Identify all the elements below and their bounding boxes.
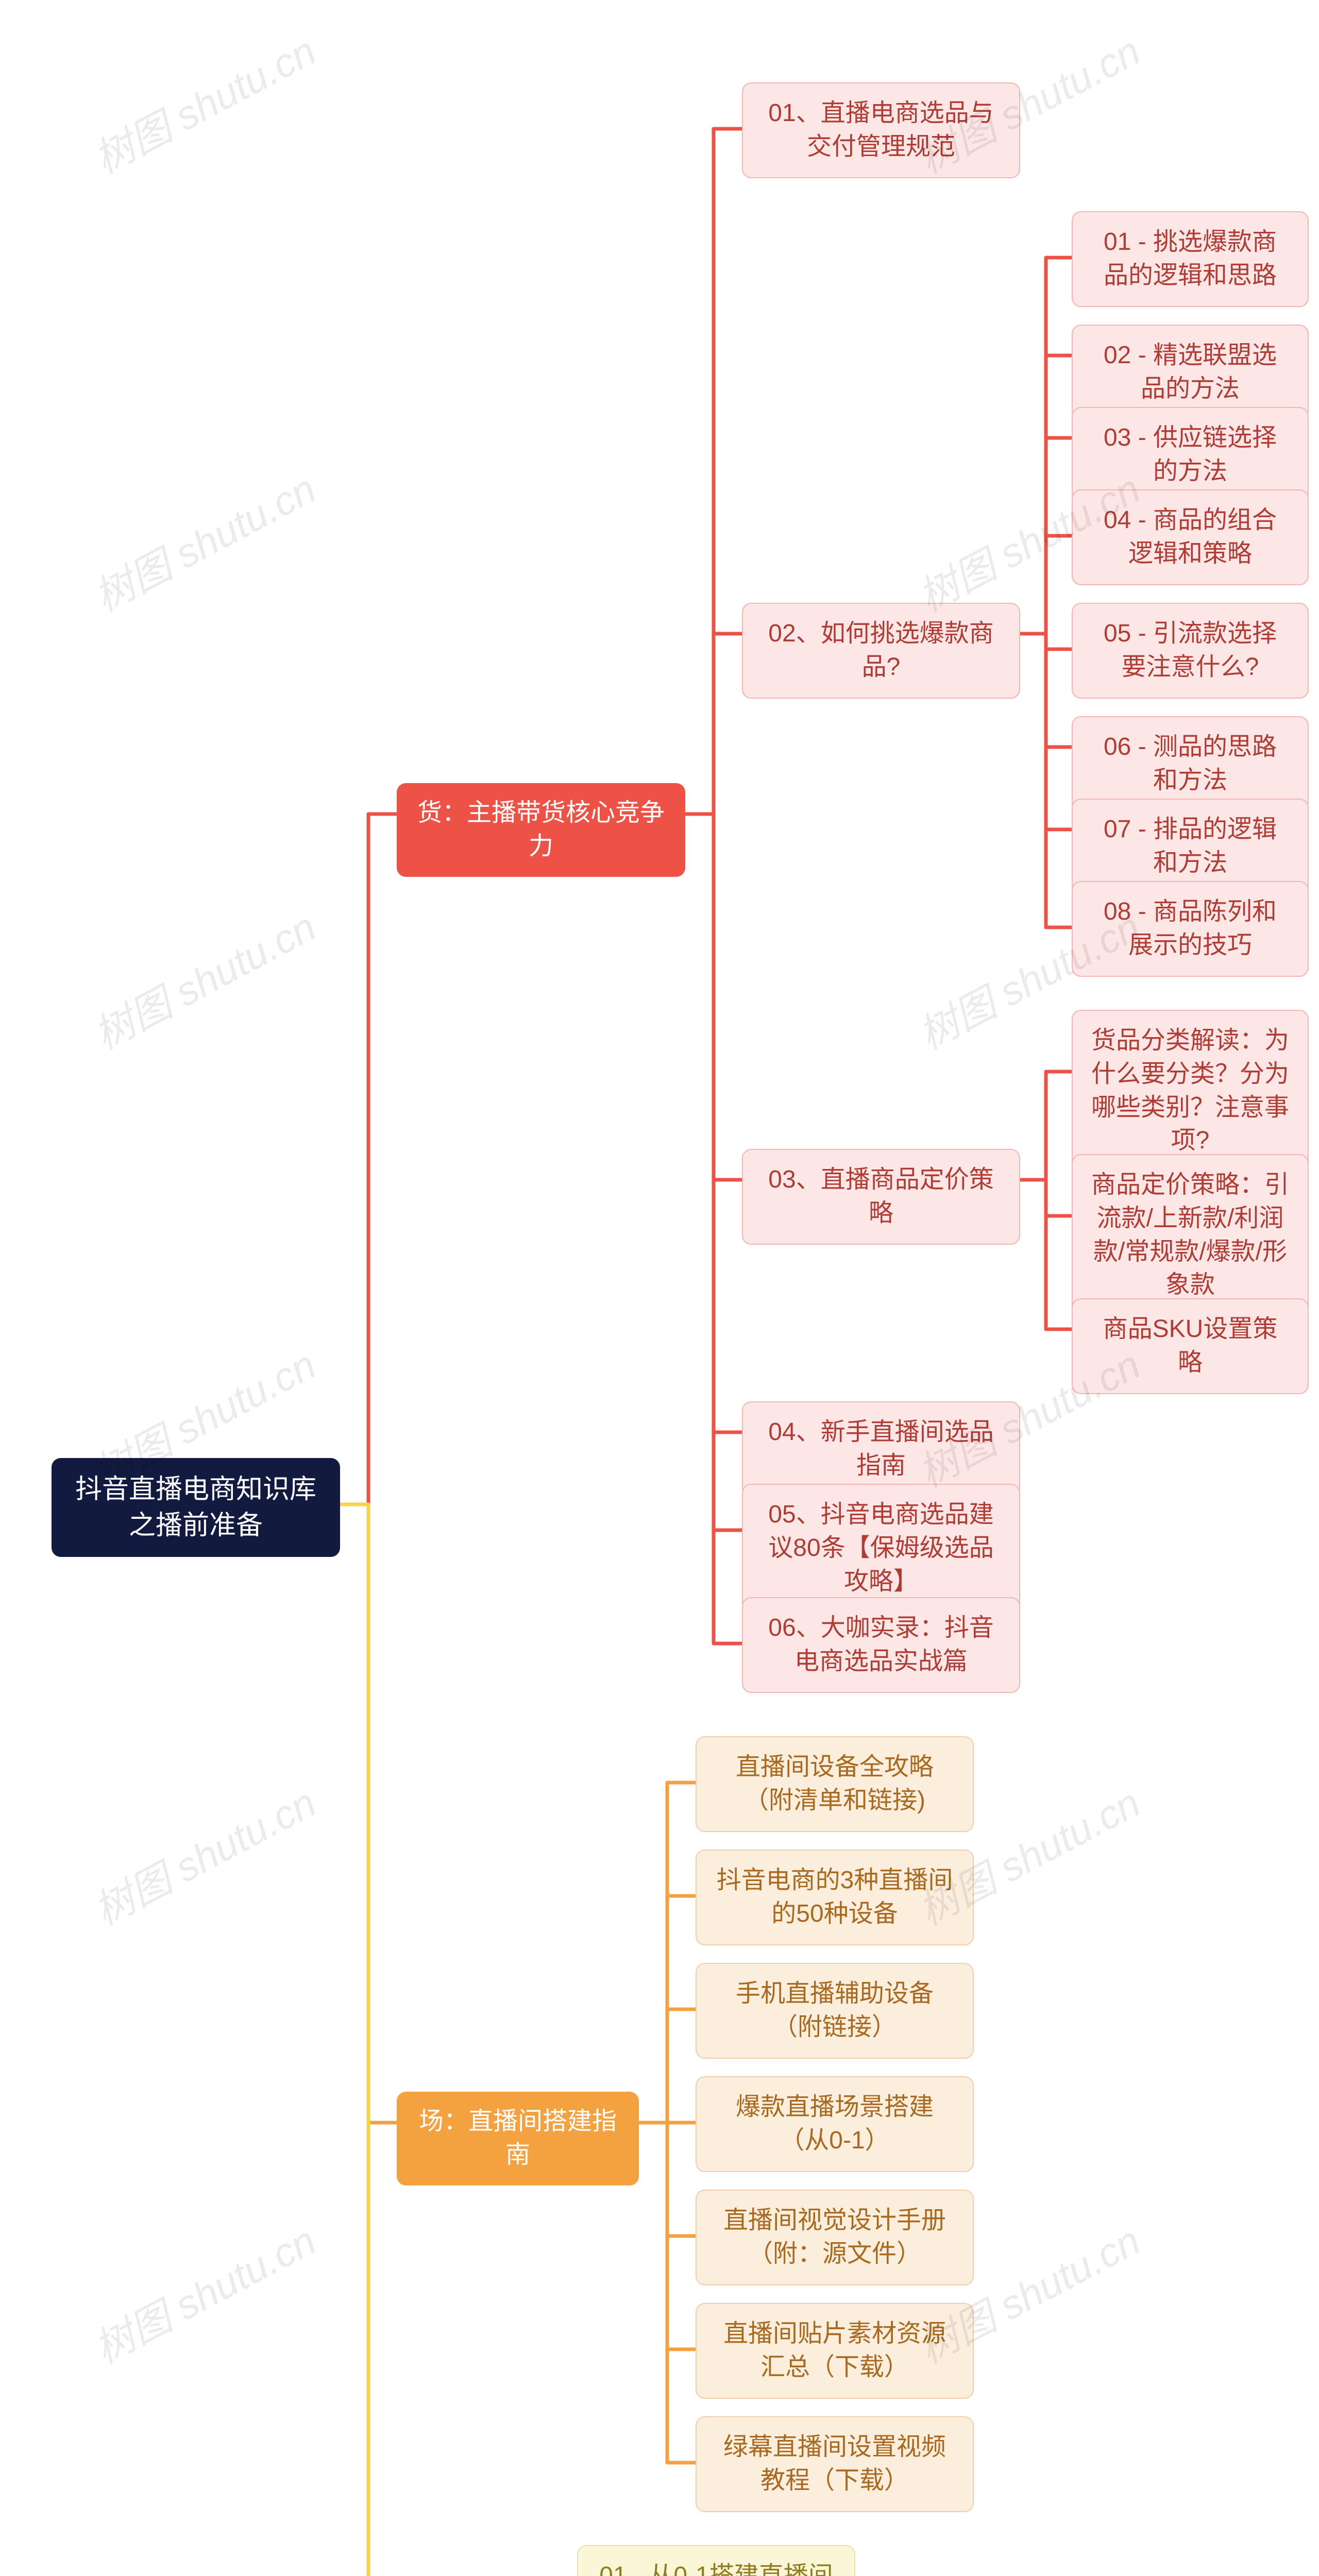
leaf-node-b2c2[interactable]: 抖音电商的3种直播间的50种设备 (696, 1850, 974, 1945)
leaf-node-b1c2d[interactable]: 04 - 商品的组合逻辑和策略 (1072, 489, 1309, 585)
leaf-node-b2c5[interactable]: 直播间视觉设计手册（附：源文件） (696, 2190, 974, 2285)
leaf-node-b2c3[interactable]: 手机直播辅助设备（附链接） (696, 1963, 974, 2059)
leaf-node-b1c4[interactable]: 04、新手直播间选品指南 (742, 1401, 1020, 1497)
leaf-node-b1c2g[interactable]: 07 - 排品的逻辑和方法 (1072, 799, 1309, 894)
leaf-node-b1c2c[interactable]: 03 - 供应链选择的方法 (1072, 407, 1309, 503)
watermark: 树图 shutu.cn (82, 2209, 325, 2375)
watermark: 树图 shutu.cn (82, 20, 325, 185)
watermark: 树图 shutu.cn (82, 1771, 325, 1937)
root-node[interactable]: 抖音直播电商知识库之播前准备 (52, 1458, 340, 1557)
watermark: 树图 shutu.cn (82, 457, 325, 623)
branch-node-b1[interactable]: 货：主播带货核心竞争力 (397, 783, 685, 877)
leaf-node-b1c1[interactable]: 01、直播电商选品与交付管理规范 (742, 82, 1020, 178)
leaf-node-b2c1[interactable]: 直播间设备全攻略（附清单和链接) (696, 1736, 974, 1832)
leaf-node-b2c6[interactable]: 直播间贴片素材资源汇总（下载） (696, 2303, 974, 2399)
leaf-node-b1c2f[interactable]: 06 - 测品的思路和方法 (1072, 716, 1309, 812)
leaf-node-b1c5[interactable]: 05、抖音电商选品建议80条【保姆级选品攻略】 (742, 1484, 1020, 1613)
leaf-node-b1c2e[interactable]: 05 - 引流款选择要注意什么? (1072, 603, 1309, 699)
leaf-node-b1c2h[interactable]: 08 - 商品陈列和展示的技巧 (1072, 881, 1309, 977)
leaf-node-b1c2[interactable]: 02、如何挑选爆款商品? (742, 603, 1020, 699)
leaf-node-b1c3c[interactable]: 商品SKU设置策略 (1072, 1298, 1309, 1394)
leaf-node-b3c1[interactable]: 01 - 从0-1搭建直播间人货场 (577, 2545, 855, 2576)
leaf-node-b2c7[interactable]: 绿幕直播间设置视频教程（下载） (696, 2416, 974, 2512)
branch-node-b2[interactable]: 场：直播间搭建指南 (397, 2092, 639, 2185)
leaf-node-b1c3b[interactable]: 商品定价策略：引流款/上新款/利润款/常规款/爆款/形象款 (1072, 1154, 1309, 1316)
leaf-node-b1c6[interactable]: 06、大咖实录：抖音电商选品实战篇 (742, 1597, 1020, 1693)
leaf-node-b1c2b[interactable]: 02 - 精选联盟选品的方法 (1072, 325, 1309, 420)
leaf-node-b2c4[interactable]: 爆款直播场景搭建（从0-1） (696, 2076, 974, 2172)
leaf-node-b1c2a[interactable]: 01 - 挑选爆款商品的逻辑和思路 (1072, 211, 1309, 307)
watermark: 树图 shutu.cn (82, 895, 325, 1061)
leaf-node-b1c3a[interactable]: 货品分类解读：为什么要分类？分为哪些类别？注意事项? (1072, 1010, 1309, 1172)
leaf-node-b1c3[interactable]: 03、直播商品定价策略 (742, 1149, 1020, 1245)
